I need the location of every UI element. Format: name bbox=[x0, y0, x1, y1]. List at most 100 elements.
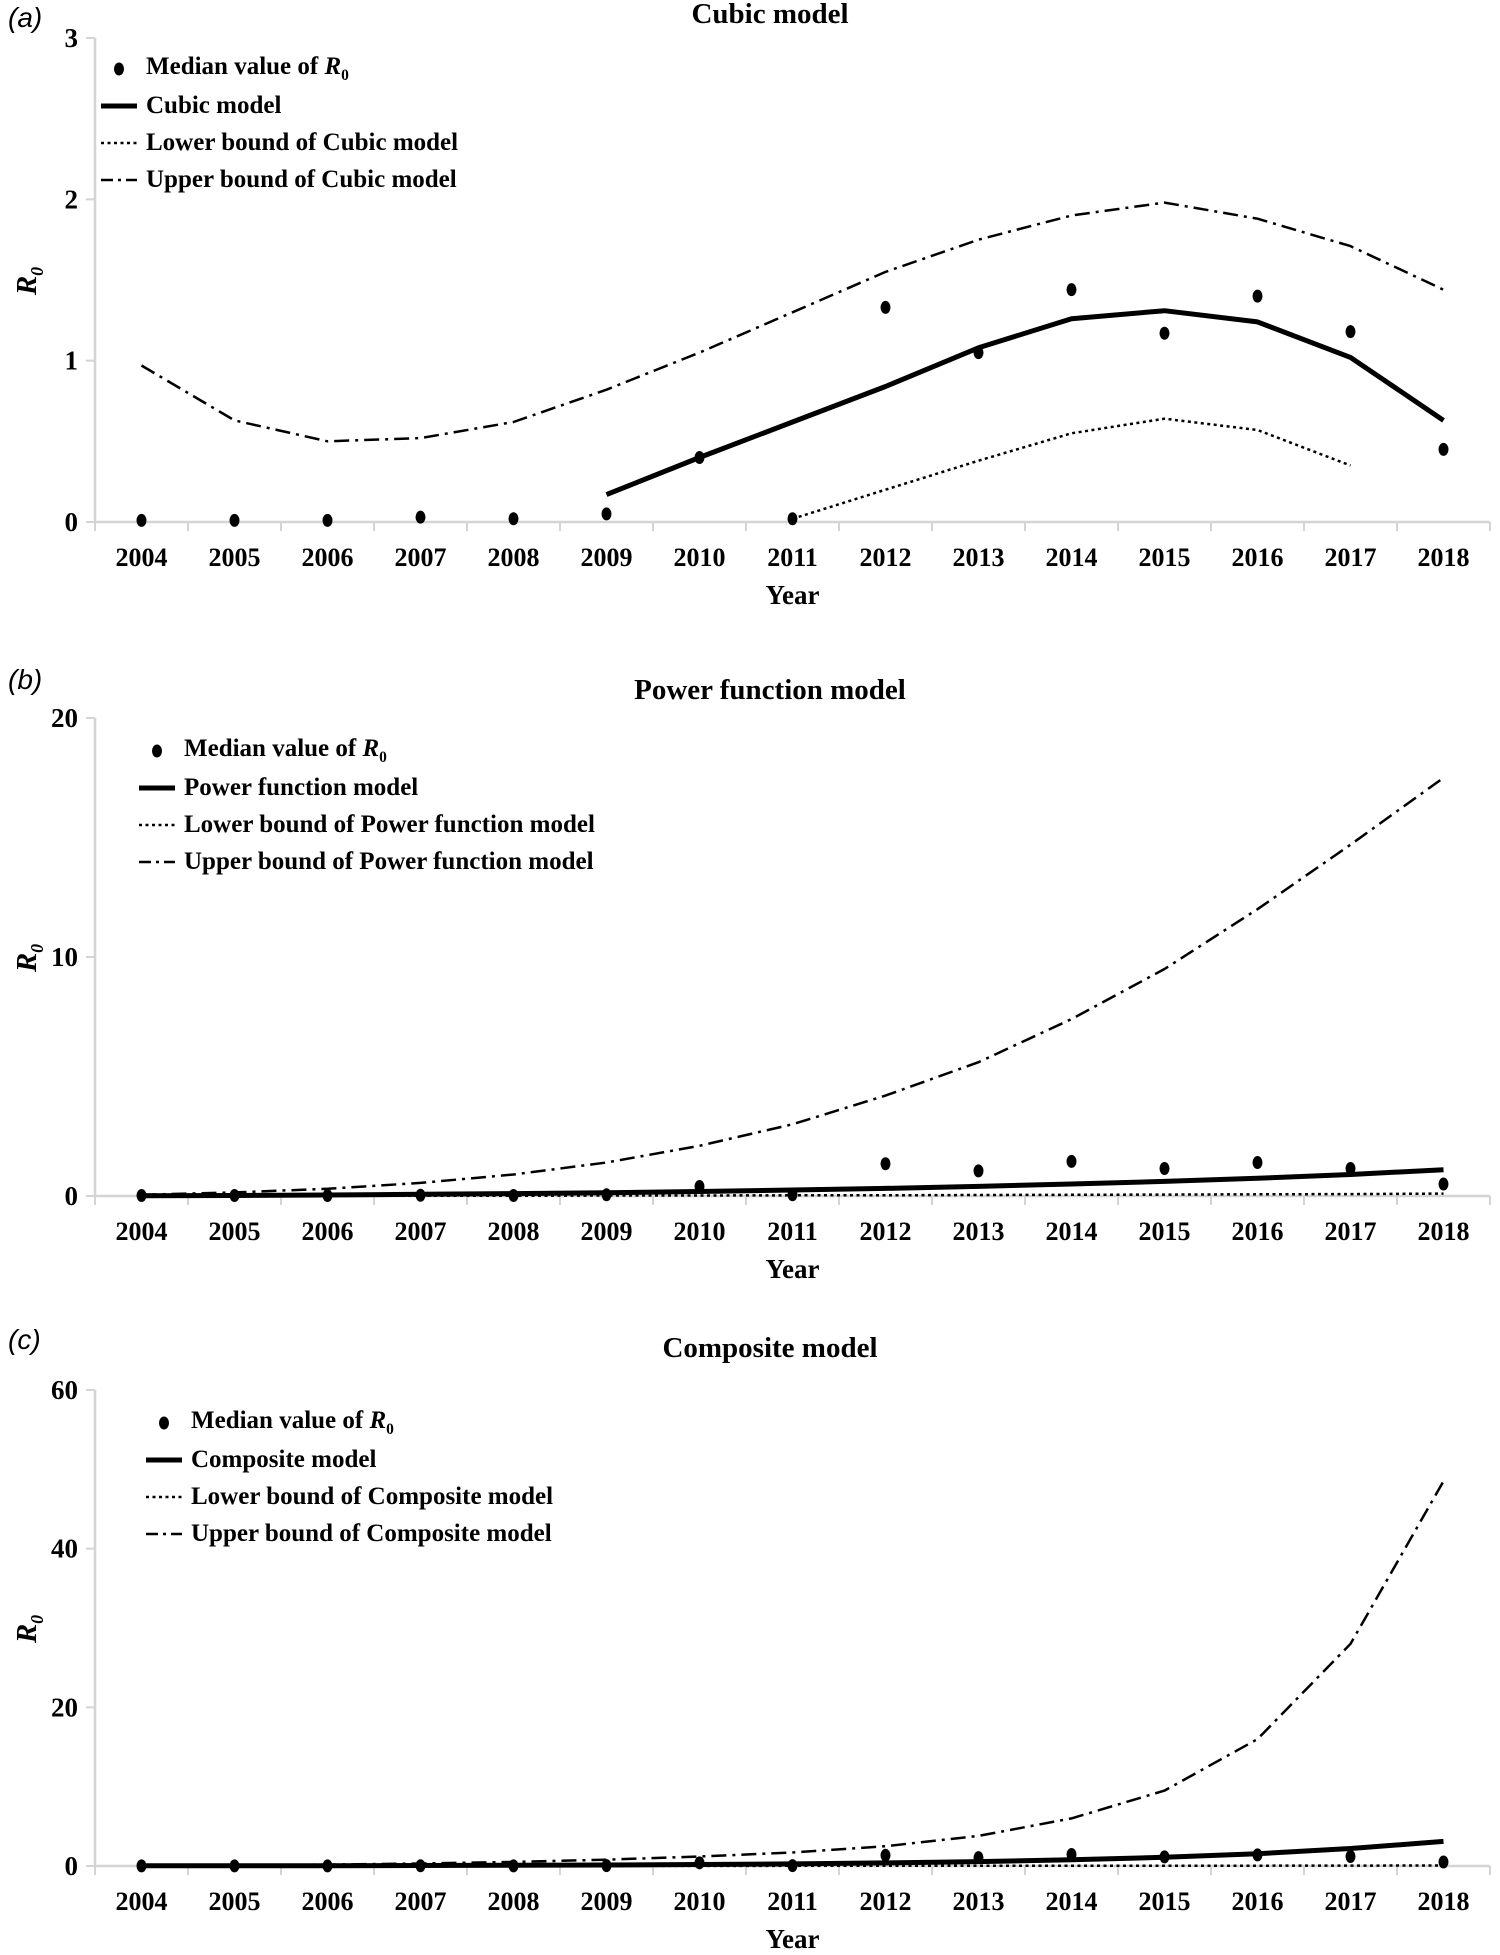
median-point bbox=[601, 507, 612, 521]
legend-dotted-line-marker bbox=[101, 141, 137, 144]
x-tick-label: 2014 bbox=[1046, 1217, 1098, 1246]
x-tick-label: 2016 bbox=[1232, 543, 1284, 572]
x-tick-label: 2012 bbox=[860, 1887, 912, 1916]
y-tick-label: 10 bbox=[51, 942, 78, 972]
legend-solid-line-marker bbox=[146, 1457, 182, 1462]
median-point bbox=[415, 1859, 426, 1873]
legend-row: Composite model bbox=[145, 1441, 553, 1478]
median-point bbox=[1159, 1162, 1170, 1176]
x-tick-label: 2018 bbox=[1418, 1887, 1470, 1916]
legend-label: Cubic model bbox=[146, 91, 282, 119]
median-point bbox=[694, 1856, 705, 1870]
x-tick-label: 2012 bbox=[860, 1217, 912, 1246]
legend-label: Upper bound of Cubic model bbox=[146, 165, 457, 193]
median-point bbox=[973, 346, 984, 360]
x-tick-label: 2013 bbox=[953, 1887, 1005, 1916]
x-tick-label: 2008 bbox=[488, 1217, 540, 1246]
legend-row: Lower bound of Cubic model bbox=[100, 124, 458, 161]
median-point bbox=[1345, 1849, 1356, 1863]
legend-row: Median value of R0 bbox=[145, 1404, 553, 1441]
median-point bbox=[1438, 442, 1449, 456]
x-tick-label: 2013 bbox=[953, 1217, 1005, 1246]
x-tick-label: 2015 bbox=[1139, 1887, 1191, 1916]
legend-row: Lower bound of Power function model bbox=[138, 806, 595, 843]
x-axis-title-c: Year bbox=[765, 1924, 820, 1954]
median-point bbox=[1066, 1154, 1077, 1168]
x-tick-label: 2014 bbox=[1046, 1887, 1098, 1916]
r-subscript: 0 bbox=[26, 1614, 47, 1624]
chart-title-c: Composite model bbox=[662, 1332, 878, 1364]
y-tick-label: 20 bbox=[51, 1692, 78, 1722]
median-point bbox=[229, 513, 240, 527]
legend-row: Power function model bbox=[138, 769, 595, 806]
median-point bbox=[1438, 1177, 1449, 1191]
panel-letter-a: (a) bbox=[8, 2, 43, 33]
r-subscript: 0 bbox=[341, 66, 349, 84]
legend-row: Median value of R0 bbox=[138, 732, 595, 769]
median-point bbox=[973, 1164, 984, 1178]
median-point bbox=[1252, 1156, 1263, 1170]
x-tick-label: 2018 bbox=[1418, 1217, 1470, 1246]
median-point bbox=[508, 512, 519, 526]
median-point bbox=[415, 1188, 426, 1202]
legend-dashdot-line-marker bbox=[146, 1532, 182, 1535]
x-tick-label: 2006 bbox=[302, 1217, 354, 1246]
legend-c: Median value of R0 Composite model Lower b… bbox=[145, 1404, 553, 1552]
chart-title-b: Power function model bbox=[634, 674, 906, 706]
legend-dashdot-line-marker bbox=[139, 860, 175, 863]
x-tick-label: 2017 bbox=[1325, 1217, 1377, 1246]
median-point bbox=[880, 300, 891, 314]
median-point bbox=[1066, 283, 1077, 297]
x-tick-label: 2007 bbox=[395, 543, 447, 572]
series-dashdot-line bbox=[141, 776, 1445, 1197]
x-tick-label: 2018 bbox=[1418, 543, 1470, 572]
x-tick-label: 2012 bbox=[860, 543, 912, 572]
median-point bbox=[1159, 326, 1170, 340]
x-tick-label: 2007 bbox=[395, 1887, 447, 1916]
legend-label: Median value of R0 bbox=[184, 734, 387, 766]
x-tick-label: 2009 bbox=[581, 1887, 633, 1916]
median-point bbox=[415, 510, 426, 524]
legend-label: Lower bound of Cubic model bbox=[146, 128, 459, 156]
median-point bbox=[1252, 1848, 1263, 1862]
chart-title-a: Cubic model bbox=[691, 0, 849, 30]
x-tick-label: 2016 bbox=[1232, 1887, 1284, 1916]
x-tick-label: 2004 bbox=[116, 543, 168, 572]
x-tick-label: 2006 bbox=[302, 543, 354, 572]
legend-dotted-line-marker bbox=[139, 823, 175, 826]
median-point bbox=[973, 1851, 984, 1865]
x-axis-title-a: Year bbox=[765, 580, 820, 610]
y-tick-label: 2 bbox=[65, 184, 79, 214]
x-tick-label: 2004 bbox=[116, 1217, 168, 1246]
legend-dashdot-line-marker bbox=[101, 178, 137, 181]
median-point bbox=[880, 1848, 891, 1862]
median-point bbox=[1438, 1855, 1449, 1869]
x-tick-label: 2007 bbox=[395, 1217, 447, 1246]
x-tick-label: 2005 bbox=[209, 1217, 261, 1246]
legend-label: Median value of R0 bbox=[146, 52, 349, 84]
x-tick-label: 2010 bbox=[674, 1217, 726, 1246]
median-point bbox=[136, 1859, 147, 1873]
y-tick-label: 0 bbox=[65, 1851, 79, 1881]
median-point bbox=[880, 1157, 891, 1171]
panel-a-plot: 0 1 2 3 2004 2005 2006 2007 2008 2009 2010 2011 2012… bbox=[65, 23, 1491, 572]
legend-row: Cubic model bbox=[100, 87, 458, 124]
legend-median-dot-marker bbox=[114, 62, 124, 75]
x-tick-label: 2017 bbox=[1325, 1887, 1377, 1916]
y-axis-title-c: R0 bbox=[11, 1569, 47, 1689]
legend-a: Median value of R0 Cubic model Lower bound… bbox=[100, 50, 458, 198]
median-point bbox=[229, 1189, 240, 1203]
legend-row: Upper bound of Cubic model bbox=[100, 161, 458, 198]
legend-solid-line-marker bbox=[101, 103, 137, 108]
r-symbol: R bbox=[11, 275, 43, 296]
series-dashdot-line bbox=[140, 201, 1445, 443]
median-point bbox=[322, 1189, 333, 1203]
legend-median-dot-marker bbox=[152, 744, 162, 757]
legend-b: Median value of R0 Power function model Lo… bbox=[138, 732, 595, 880]
y-tick-label: 40 bbox=[51, 1534, 78, 1564]
legend-label: Median value of R0 bbox=[191, 1406, 394, 1438]
panel-b-plot: 0 10 20 2004 2005 2006 2007 2008 2009 2010 2011 201… bbox=[51, 703, 1491, 1246]
r-symbol: R bbox=[11, 1623, 43, 1644]
legend-label: Lower bound of Composite model bbox=[191, 1482, 554, 1510]
